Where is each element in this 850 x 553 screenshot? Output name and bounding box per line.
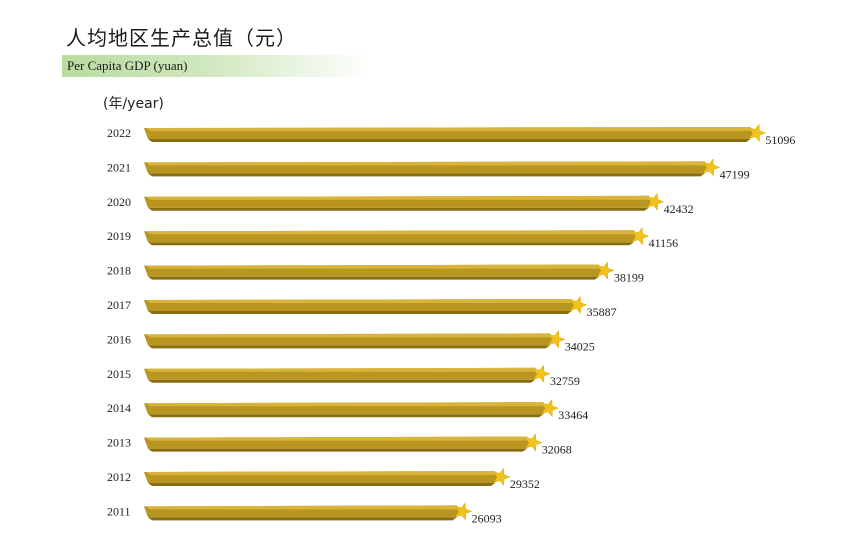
bar-end-star [547,330,566,349]
year-tick-label: 2016 [107,332,131,346]
bar-shadow [148,242,634,246]
year-tick-label: 2022 [107,126,131,140]
bar-highlight [146,505,459,510]
bar-end-star [533,364,551,383]
bar-value-label: 38199 [614,271,644,285]
year-tick-label: 2013 [107,436,131,450]
bar-shadow [148,414,544,418]
bar-end-star [454,502,473,521]
bar-value-label: 51096 [765,133,795,147]
year-tick-label: 2015 [107,367,131,381]
bar-shadow [148,483,495,486]
year-tick-label: 2012 [107,470,131,484]
year-tick-label: 2021 [107,160,131,174]
bar-shadow [148,311,572,314]
year-tick-label: 2020 [107,195,131,209]
year-tick-label: 2018 [107,264,131,278]
bar-end-star [702,158,721,177]
bar-shadow [148,139,751,142]
bar-highlight [146,195,651,200]
bar-value-label: 26093 [472,511,502,525]
bar-highlight [146,264,601,269]
chart-title: 人均地区生产总值（元） [66,26,297,50]
bar-end-star [524,433,543,452]
bar-shadow [148,173,705,177]
bar-end-star [492,467,511,487]
bar-highlight [146,230,636,235]
bar-value-label: 42432 [664,202,694,216]
subtitle-band [62,55,372,77]
bar-end-star [646,192,665,211]
year-tick-label: 2014 [107,401,131,415]
year-tick-label: 2017 [107,298,131,312]
chart-subtitle: Per Capita GDP (yuan) [67,58,188,73]
bar-end-star [631,226,650,246]
bar-end-star [569,295,588,315]
bar-shadow [148,448,527,452]
bar-shadow [148,276,599,280]
bar-highlight [146,367,537,372]
bar-end-star [596,261,615,280]
bar-value-label: 35887 [587,305,617,319]
bar-end-star [541,398,559,418]
bar-end-star [748,123,767,143]
bar-shadow [148,379,535,383]
bar-shadow [148,517,457,521]
bar-shadow [148,207,649,211]
bar-highlight [146,436,529,441]
year-tick-label: 2011 [107,504,131,518]
bar-highlight [146,299,574,303]
bar-value-label: 47199 [720,167,750,181]
bar-highlight [146,127,753,131]
bar-highlight [146,161,707,166]
bar-value-label: 29352 [510,477,540,491]
bar-value-label: 33464 [558,408,588,422]
bar-value-label: 32759 [550,374,580,388]
bar-value-label: 32068 [542,443,572,457]
bar-highlight [146,333,552,338]
bar-value-label: 41156 [649,236,679,250]
axis-unit-label: (年/year) [103,96,164,112]
bar-highlight [146,402,546,407]
bar-shadow [148,345,550,349]
bar-highlight [146,471,497,475]
year-tick-label: 2019 [107,229,131,243]
bar-value-label: 34025 [565,339,595,353]
